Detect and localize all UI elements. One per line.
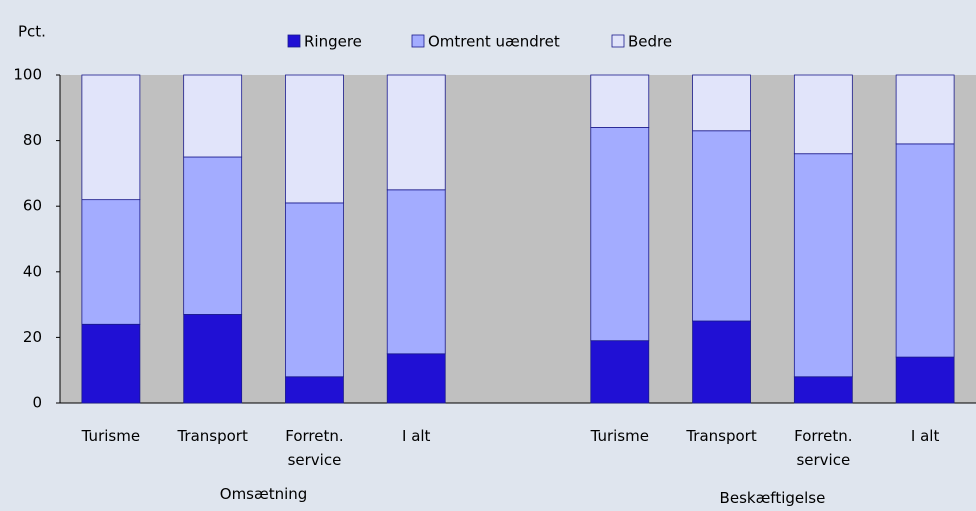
bar-segment xyxy=(895,143,955,358)
bar-segment xyxy=(692,74,751,132)
bar-segment xyxy=(285,74,344,204)
bar-segment xyxy=(81,74,141,201)
group-label: Beskæftigelse xyxy=(719,489,826,507)
bar-segment xyxy=(590,74,650,128)
bar-segment xyxy=(183,74,243,158)
legend-label: Ringere xyxy=(304,33,362,51)
x-tick-label: Turisme xyxy=(81,427,141,445)
group-label: Omsætning xyxy=(219,485,308,503)
legend-swatch xyxy=(611,34,625,48)
bar-segment xyxy=(81,199,141,325)
bar-segment xyxy=(793,376,853,404)
bar-segment xyxy=(183,156,243,315)
bar-segment xyxy=(386,74,446,191)
bar-segment xyxy=(692,130,751,322)
legend-swatch xyxy=(411,34,425,48)
x-tick-label: Transport xyxy=(686,427,757,445)
bar-segment xyxy=(793,153,853,378)
legend-label: Omtrent uændret xyxy=(428,33,560,51)
x-tick-label: Forretn. service xyxy=(285,427,344,469)
x-tick-label: I alt xyxy=(910,427,940,445)
bar-segment xyxy=(895,74,955,145)
bar-segment xyxy=(183,314,243,404)
bar-segment xyxy=(386,353,446,404)
bar-segment xyxy=(590,340,650,404)
y-tick-label: 40 xyxy=(23,262,42,280)
y-tick-label: 20 xyxy=(23,328,42,346)
bar-segment xyxy=(81,323,141,404)
y-tick-label: 60 xyxy=(23,197,42,215)
bar-segment xyxy=(285,202,344,378)
x-tick-label: I alt xyxy=(402,427,431,445)
bar-segment xyxy=(386,189,446,355)
y-tick-label: 100 xyxy=(13,66,42,84)
y-label: Pct. xyxy=(18,23,46,41)
legend-swatch xyxy=(287,34,301,48)
y-tick-label: 0 xyxy=(32,394,42,412)
x-tick-label: Turisme xyxy=(590,427,649,445)
x-tick-label: Transport xyxy=(177,427,248,445)
x-tick-label: Forretn. service xyxy=(794,427,853,469)
bar-segment xyxy=(793,74,853,155)
bar-segment xyxy=(895,356,955,404)
bar-segment xyxy=(590,127,650,342)
y-tick-label: 80 xyxy=(23,131,42,149)
bar-segment xyxy=(692,320,751,404)
legend-label: Bedre xyxy=(628,33,672,51)
bar-segment xyxy=(285,376,344,404)
